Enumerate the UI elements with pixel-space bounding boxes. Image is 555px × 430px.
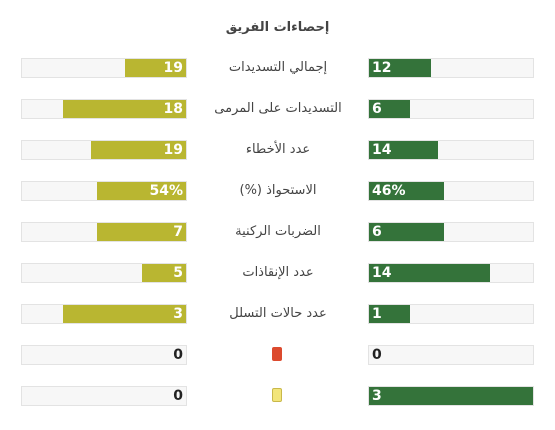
stats-list: 19 إجمالي التسديدات 12 18 التسديدات على … xyxy=(0,57,555,426)
stat-label: الضربات الركنية xyxy=(235,224,321,239)
left-team-value: 0 xyxy=(173,347,183,363)
stat-row-total-shots: 19 إجمالي التسديدات 12 xyxy=(0,57,555,98)
left-team-bar: 19 xyxy=(21,140,187,160)
stat-label: التسديدات على المرمى xyxy=(214,101,342,116)
left-team-value: 0 xyxy=(173,388,183,404)
right-team-bar: 6 xyxy=(368,222,534,242)
left-team-bar: 0 xyxy=(21,345,187,365)
right-team-bar-fill xyxy=(369,264,491,282)
right-team-bar: 14 xyxy=(368,140,534,160)
right-team-bar: 46% xyxy=(368,181,534,201)
left-team-bar: 3 xyxy=(21,304,187,324)
right-team-bar-fill xyxy=(369,100,410,118)
right-team-bar: 3 xyxy=(368,386,534,406)
left-team-value: 7 xyxy=(173,224,183,240)
stat-label: إجمالي التسديدات xyxy=(228,60,328,75)
right-team-value: 14 xyxy=(372,142,392,158)
left-team-bar-fill xyxy=(97,223,186,241)
left-team-bar-fill xyxy=(90,141,186,159)
stat-row-saves: 5 عدد الإنقاذات 14 xyxy=(0,262,555,303)
left-team-value: 18 xyxy=(163,101,183,117)
right-team-bar-fill xyxy=(369,387,533,405)
left-team-value: 19 xyxy=(163,142,183,158)
right-team-bar: 1 xyxy=(368,304,534,324)
left-team-bar: 0 xyxy=(21,386,187,406)
stat-row-corners: 7 الضربات الركنية 6 xyxy=(0,221,555,262)
left-team-bar: 19 xyxy=(21,58,187,78)
right-team-bar: 6 xyxy=(368,99,534,119)
left-team-bar-fill xyxy=(125,59,186,77)
team-stats-title: إحصاءات الفريق xyxy=(225,20,330,35)
right-team-value: 6 xyxy=(372,101,382,117)
right-team-value: 12 xyxy=(372,60,392,76)
stat-label: عدد الإنقاذات xyxy=(242,265,314,280)
right-team-bar: 14 xyxy=(368,263,534,283)
stat-row-shots-on-target: 18 التسديدات على المرمى 6 xyxy=(0,98,555,139)
left-team-value: 5 xyxy=(173,265,183,281)
right-team-bar-fill xyxy=(369,182,445,200)
left-team-bar-fill xyxy=(97,182,186,200)
right-team-value: 14 xyxy=(372,265,392,281)
stat-row-fouls: 19 عدد الأخطاء 14 xyxy=(0,139,555,180)
right-team-value: 1 xyxy=(372,306,382,322)
stat-row-offsides: 3 عدد حالات التسلل 1 xyxy=(0,303,555,344)
left-team-bar: 18 xyxy=(21,99,187,119)
yellow-card-icon xyxy=(272,388,282,402)
stat-row-red-cards: 0 0 xyxy=(0,344,555,385)
left-team-value: 54% xyxy=(149,183,183,199)
stat-label: الاستحواذ (%) xyxy=(239,183,317,198)
red-card-icon xyxy=(272,347,282,361)
right-team-bar: 0 xyxy=(368,345,534,365)
left-team-bar-fill xyxy=(63,305,186,323)
stat-row-possession: 54% الاستحواذ (%) 46% xyxy=(0,180,555,221)
right-team-bar: 12 xyxy=(368,58,534,78)
left-team-bar: 7 xyxy=(21,222,187,242)
right-team-value: 6 xyxy=(372,224,382,240)
left-team-value: 19 xyxy=(163,60,183,76)
right-team-bar-fill xyxy=(369,223,445,241)
stat-label: عدد الأخطاء xyxy=(245,142,311,157)
left-team-bar-fill xyxy=(141,264,186,282)
stat-row-yellow-cards: 0 3 xyxy=(0,385,555,426)
left-team-bar: 5 xyxy=(21,263,187,283)
right-team-bar-fill xyxy=(369,305,410,323)
right-team-bar-fill xyxy=(369,59,432,77)
right-team-value: 46% xyxy=(372,183,406,199)
right-team-bar-fill xyxy=(369,141,438,159)
stat-label: عدد حالات التسلل xyxy=(229,306,327,321)
left-team-bar: 54% xyxy=(21,181,187,201)
right-team-value: 0 xyxy=(372,347,382,363)
left-team-bar-fill xyxy=(63,100,186,118)
left-team-value: 3 xyxy=(173,306,183,322)
right-team-value: 3 xyxy=(372,388,382,404)
